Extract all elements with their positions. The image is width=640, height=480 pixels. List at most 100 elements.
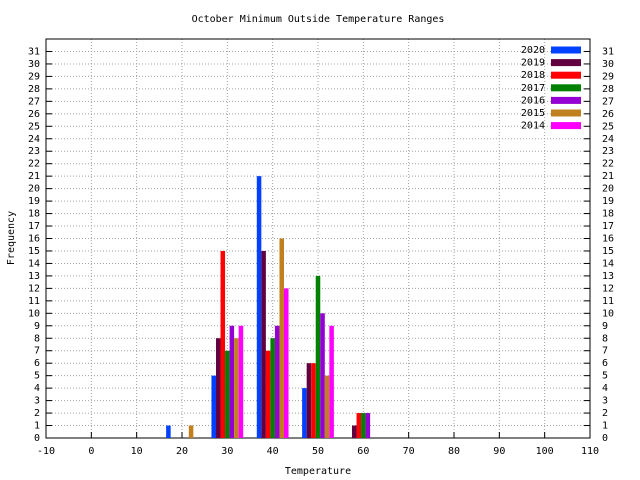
y-tick-label: 17 xyxy=(28,221,40,232)
legend-label: 2016 xyxy=(521,95,545,106)
y-tick-label: 2 xyxy=(34,408,40,419)
bar xyxy=(284,288,289,438)
y2-tick-label: 22 xyxy=(602,159,614,170)
y2-tick-label: 13 xyxy=(602,271,614,282)
bar xyxy=(188,425,194,438)
y-tick-label: 10 xyxy=(28,308,40,319)
legend-label: 2017 xyxy=(521,83,545,94)
y-tick-label: 24 xyxy=(28,134,40,145)
bar xyxy=(356,413,362,438)
bar xyxy=(265,350,271,438)
y2-tick-label: 9 xyxy=(602,321,608,332)
y-tick-label: 27 xyxy=(28,96,40,107)
y2-tick-label: 21 xyxy=(602,171,614,182)
x-tick-label: 70 xyxy=(403,446,415,457)
y2-tick-label: 0 xyxy=(602,433,608,444)
bar xyxy=(211,375,216,438)
x-tick-label: 60 xyxy=(357,446,369,457)
y2-tick-label: 26 xyxy=(602,109,614,120)
y-tick-label: 3 xyxy=(34,396,40,407)
y-tick-label: 7 xyxy=(34,346,40,357)
y-tick-label: 20 xyxy=(28,184,40,195)
y2-tick-label: 18 xyxy=(602,209,614,220)
y2-tick-label: 25 xyxy=(602,121,614,132)
y-tick-label: 28 xyxy=(28,84,40,95)
bar xyxy=(261,250,266,438)
y2-tick-label: 11 xyxy=(602,296,614,307)
y-tick-label: 29 xyxy=(28,71,40,82)
legend-swatch xyxy=(551,109,581,117)
y-tick-label: 22 xyxy=(28,159,40,170)
x-tick-label: 100 xyxy=(536,446,554,457)
bar xyxy=(238,325,244,438)
y-tick-label: 15 xyxy=(28,246,40,257)
x-tick-label: 0 xyxy=(88,446,94,457)
y2-tick-label: 7 xyxy=(602,346,608,357)
y2-tick-label: 24 xyxy=(602,134,614,145)
y2-tick-label: 4 xyxy=(602,383,608,394)
legend-swatch xyxy=(551,84,581,92)
bar xyxy=(270,338,275,438)
bar xyxy=(329,325,334,438)
bar xyxy=(166,425,171,438)
bar xyxy=(320,313,325,438)
y2-tick-label: 1 xyxy=(602,421,608,432)
y-tick-label: 31 xyxy=(28,46,40,57)
x-tick-label: 50 xyxy=(312,446,324,457)
y2-tick-label: 14 xyxy=(602,258,614,269)
legend-label: 2019 xyxy=(521,58,545,69)
y2-tick-label: 6 xyxy=(602,358,608,369)
bar xyxy=(229,325,235,438)
y2-tick-label: 10 xyxy=(602,308,614,319)
legend-swatch xyxy=(551,71,581,79)
bar xyxy=(216,338,221,438)
x-tick-label: 10 xyxy=(131,446,143,457)
y-tick-label: 5 xyxy=(34,371,40,382)
x-axis-label: Temperature xyxy=(285,466,351,477)
y2-tick-label: 8 xyxy=(602,333,608,344)
y2-tick-label: 23 xyxy=(602,146,614,157)
y2-tick-label: 5 xyxy=(602,371,608,382)
y-tick-label: 14 xyxy=(28,258,40,269)
y2-tick-label: 27 xyxy=(602,96,614,107)
y2-tick-label: 12 xyxy=(602,283,614,294)
bar xyxy=(324,375,330,438)
legend-label: 2015 xyxy=(521,108,545,119)
bar xyxy=(352,425,357,438)
bar xyxy=(234,338,239,438)
legend-label: 2018 xyxy=(521,70,545,81)
y-tick-label: 8 xyxy=(34,333,40,344)
y-tick-label: 18 xyxy=(28,209,40,220)
y2-tick-label: 20 xyxy=(602,184,614,195)
legend-swatch xyxy=(551,96,581,104)
y-tick-label: 23 xyxy=(28,146,40,157)
x-tick-label: 80 xyxy=(448,446,460,457)
bar xyxy=(361,413,366,438)
bar xyxy=(302,388,307,438)
x-tick-label: 30 xyxy=(221,446,233,457)
y2-tick-label: 29 xyxy=(602,71,614,82)
y-tick-label: 16 xyxy=(28,234,40,245)
y-tick-label: 4 xyxy=(34,383,40,394)
x-tick-label: 40 xyxy=(267,446,279,457)
y2-tick-label: 30 xyxy=(602,59,614,70)
legend-label: 2014 xyxy=(521,121,545,132)
y-tick-label: 25 xyxy=(28,121,40,132)
bar xyxy=(306,363,312,438)
bar xyxy=(220,250,226,438)
legend-label: 2020 xyxy=(521,45,545,56)
bar xyxy=(256,176,262,438)
y-tick-label: 1 xyxy=(34,421,40,432)
x-tick-label: 90 xyxy=(493,446,505,457)
y-tick-label: 11 xyxy=(28,296,40,307)
x-tick-label: 20 xyxy=(176,446,188,457)
legend-swatch xyxy=(551,59,581,67)
y-axis-label: Frequency xyxy=(6,211,17,265)
y-tick-label: 21 xyxy=(28,171,40,182)
y-tick-label: 12 xyxy=(28,283,40,294)
y2-tick-label: 31 xyxy=(602,46,614,57)
y-tick-label: 0 xyxy=(34,433,40,444)
y-tick-label: 30 xyxy=(28,59,40,70)
x-tick-label: 110 xyxy=(581,446,599,457)
